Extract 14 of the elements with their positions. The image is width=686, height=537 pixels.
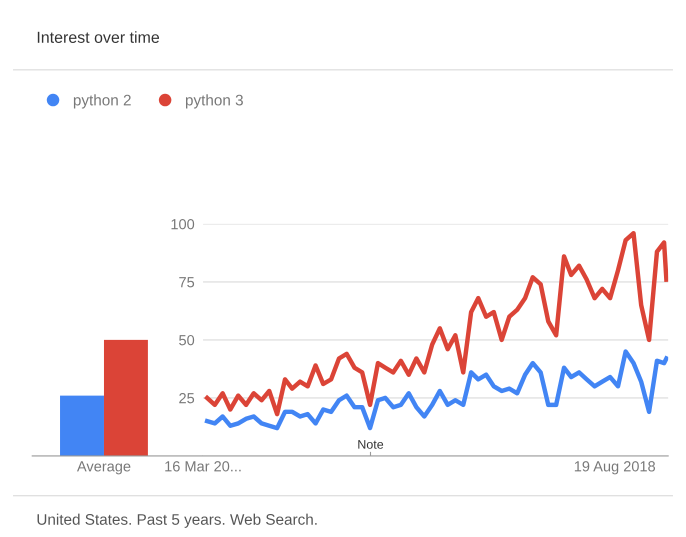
legend-label: python 3 [186,94,243,109]
annotation: Note [358,440,384,449]
chart-title: Interest over time [38,31,160,43]
y-tick-label: 25 [179,393,194,404]
y-tick-label: 75 [179,277,194,288]
line-series [204,230,668,416]
x-tick-label: 19 Aug 2018 [574,461,656,474]
x-tick-label: Average [76,461,130,474]
y-tick-label: 100 [172,219,194,230]
legend-label: python 2 [74,94,131,109]
y-tick-label: 50 [179,335,194,346]
x-tick-label: 16 Mar 20... [165,461,241,472]
text: United States. Past 5 years. Web Search. [38,514,317,528]
line-series [204,349,668,430]
